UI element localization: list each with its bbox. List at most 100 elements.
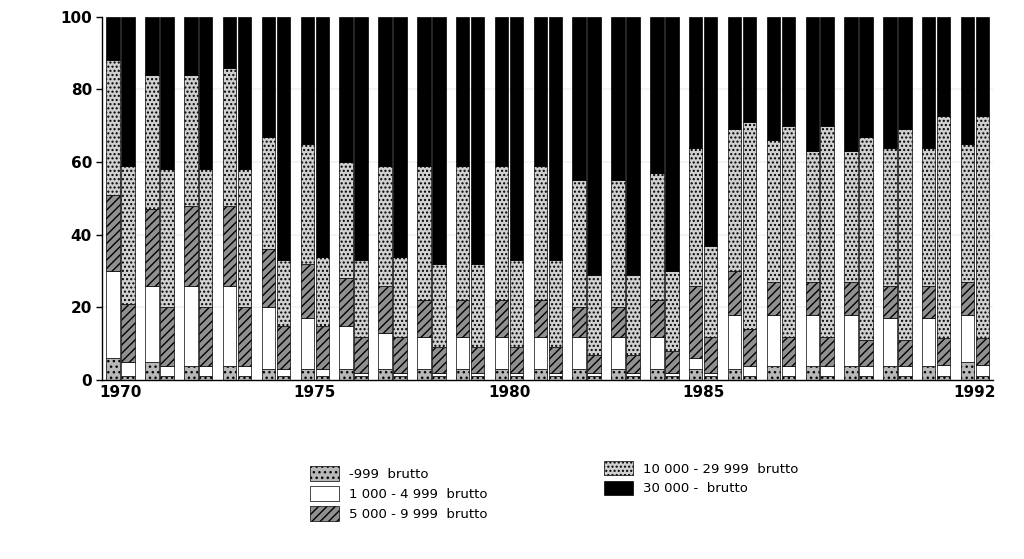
Bar (510, 347, 523, 373)
Bar (883, 17, 897, 148)
Bar (301, 264, 314, 318)
Bar (611, 337, 625, 369)
Bar (456, 337, 469, 369)
Bar (588, 377, 601, 380)
Bar (378, 369, 392, 380)
Bar (456, 300, 469, 337)
Bar (728, 315, 741, 369)
Bar (742, 329, 756, 366)
Bar (650, 300, 664, 337)
Bar (393, 17, 407, 257)
Bar (262, 136, 275, 249)
Bar (742, 377, 756, 380)
Bar (976, 365, 989, 376)
Bar (122, 362, 135, 377)
Bar (650, 337, 664, 369)
Bar (689, 358, 702, 369)
Bar (106, 60, 120, 195)
Bar (820, 366, 834, 377)
Bar (937, 116, 950, 338)
Bar (301, 318, 314, 369)
Bar (495, 300, 508, 337)
Bar (340, 162, 353, 278)
Bar (340, 369, 353, 380)
Bar (767, 17, 780, 140)
Bar (627, 274, 640, 355)
Bar (184, 366, 198, 380)
Bar (534, 369, 547, 380)
Bar (806, 282, 819, 315)
Bar (883, 148, 897, 286)
Bar (471, 373, 484, 377)
Bar (549, 17, 562, 260)
Bar (145, 286, 159, 362)
Bar (728, 129, 741, 271)
Bar (276, 17, 290, 260)
Bar (859, 136, 872, 340)
Bar (354, 260, 368, 337)
Bar (354, 17, 368, 260)
Bar (417, 300, 430, 337)
Bar (106, 195, 120, 271)
Bar (122, 17, 135, 165)
Bar (417, 165, 430, 300)
Bar (666, 17, 679, 271)
Bar (354, 377, 368, 380)
Bar (495, 165, 508, 300)
Bar (572, 369, 586, 380)
Bar (301, 17, 314, 144)
Bar (160, 307, 174, 366)
Bar (922, 318, 936, 366)
Bar (393, 257, 407, 337)
Bar (276, 325, 290, 369)
Bar (898, 129, 911, 340)
Bar (859, 340, 872, 366)
Bar (534, 165, 547, 300)
Bar (432, 264, 445, 347)
Bar (495, 337, 508, 369)
Bar (510, 17, 523, 260)
Bar (432, 347, 445, 373)
Bar (238, 366, 251, 377)
Bar (510, 260, 523, 347)
Bar (806, 17, 819, 151)
Bar (859, 17, 872, 136)
Bar (845, 315, 858, 366)
Bar (627, 373, 640, 377)
Bar (223, 68, 237, 206)
Bar (238, 307, 251, 366)
Bar (588, 274, 601, 355)
Bar (703, 337, 718, 373)
Bar (845, 151, 858, 282)
Bar (883, 318, 897, 366)
Bar (471, 347, 484, 373)
Bar (650, 17, 664, 173)
Bar (262, 249, 275, 307)
Bar (961, 282, 974, 315)
Bar (781, 377, 795, 380)
Bar (728, 271, 741, 315)
Bar (223, 286, 237, 366)
Bar (961, 17, 974, 144)
Bar (549, 347, 562, 373)
Bar (432, 17, 445, 264)
Bar (859, 377, 872, 380)
Bar (588, 373, 601, 377)
Bar (806, 366, 819, 380)
Bar (845, 17, 858, 151)
Bar (627, 355, 640, 373)
Bar (378, 286, 392, 333)
Bar (184, 286, 198, 366)
Bar (199, 17, 213, 169)
Bar (223, 206, 237, 286)
Bar (742, 122, 756, 329)
Bar (456, 165, 469, 300)
Bar (611, 307, 625, 337)
Bar (184, 75, 198, 206)
Bar (883, 286, 897, 318)
Bar (703, 373, 718, 377)
Bar (806, 315, 819, 366)
Bar (160, 366, 174, 377)
Bar (666, 377, 679, 380)
Bar (340, 17, 353, 162)
